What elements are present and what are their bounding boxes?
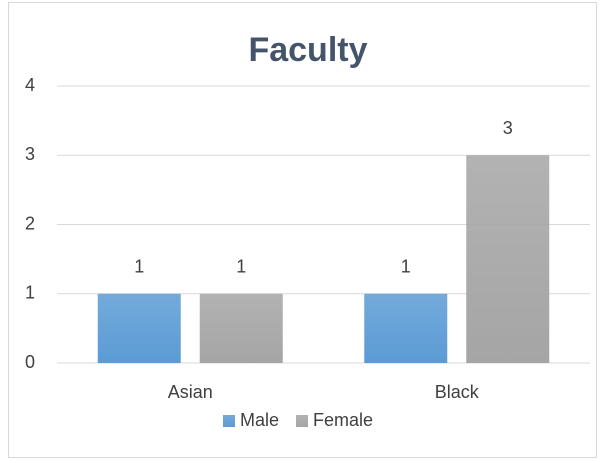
data-label: 1 [401, 257, 411, 277]
data-label: 3 [503, 118, 513, 138]
chart-title: Faculty [248, 31, 367, 69]
legend-label: Male [240, 410, 279, 430]
bar [97, 293, 181, 363]
y-tick-label: 2 [25, 213, 35, 233]
bar [364, 293, 448, 363]
y-tick-label: 3 [25, 144, 35, 164]
legend-swatch [296, 415, 309, 427]
legend-label: Female [313, 410, 373, 430]
y-tick-label: 1 [25, 283, 35, 303]
bar [199, 293, 283, 363]
data-label: 1 [134, 257, 144, 277]
y-tick-label: 4 [25, 75, 35, 95]
bar [466, 155, 550, 363]
legend-swatch [223, 415, 235, 427]
data-label: 1 [236, 257, 246, 277]
x-tick-label: Asian [168, 382, 213, 402]
y-tick-label: 0 [25, 352, 35, 372]
x-tick-label: Black [435, 382, 480, 402]
